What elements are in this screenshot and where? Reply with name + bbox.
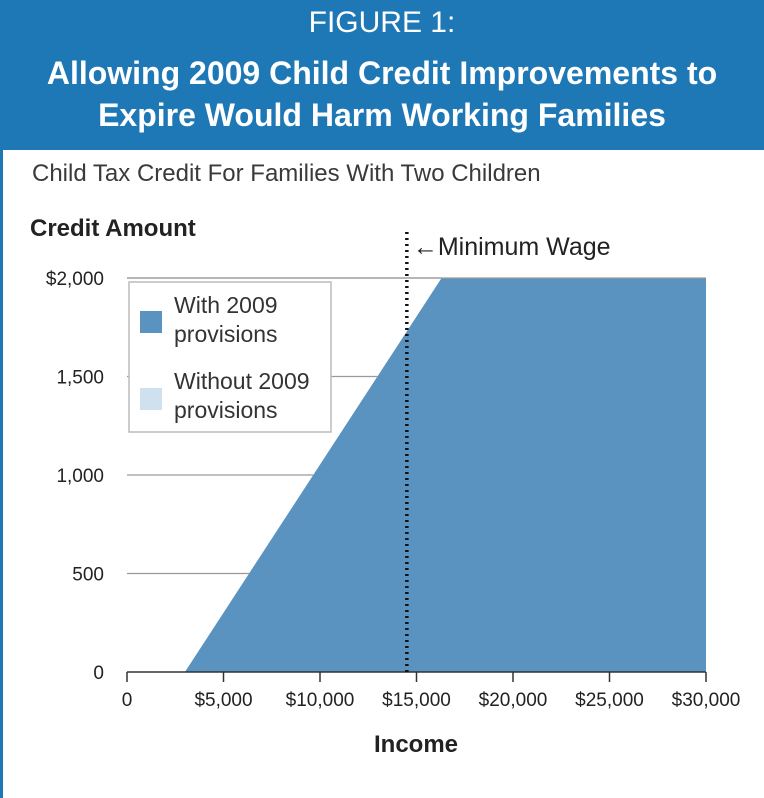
figure-title-line-1: Allowing 2009 Child Credit Improvements … [46, 55, 718, 91]
figure-title: Allowing 2009 Child Credit Improvements … [0, 52, 764, 136]
legend-label-without-2009-line-1: Without 2009 [174, 368, 310, 394]
legend-box [128, 281, 332, 433]
tick-labels: 0 $5,000 $10,000 $15,000 $20,000 $25,000 $30,0… [46, 269, 740, 711]
area-layer [127, 278, 706, 672]
area-with-2009 [127, 278, 706, 672]
y-tick-label-2: 1,000 [56, 466, 104, 487]
legend-swatch-with-2009 [140, 311, 162, 333]
x-tick-label-6: $30,000 [672, 690, 741, 711]
x-tick-label-5: $25,000 [575, 690, 644, 711]
x-axis-title: Income [374, 731, 458, 758]
y-tick-label-0: 0 [93, 663, 104, 684]
figure-title-line-2: Expire Would Harm Working Families [98, 97, 666, 133]
y-tick-label-3: 1,500 [56, 368, 104, 389]
x-tick-label-2: $10,000 [286, 690, 355, 711]
annotation-layer: ←Minimum Wage [405, 232, 611, 672]
y-tick-label-4: $2,000 [46, 269, 104, 290]
figure-label: FIGURE 1: [308, 6, 456, 39]
y-tick-label-1: 500 [72, 565, 104, 586]
y-axis-title: Credit Amount [30, 215, 196, 242]
x-tick-label-0: 0 [122, 690, 133, 711]
legend-label-with-2009-line-2: provisions [174, 321, 278, 347]
chart-title: Child Tax Credit For Families With Two C… [32, 160, 541, 187]
minimum-wage-label: ←Minimum Wage [413, 233, 611, 261]
figure-header: FIGURE 1: Allowing 2009 Child Credit Imp… [0, 0, 764, 150]
left-border [0, 150, 3, 798]
legend-label-without-2009-line-2: provisions [174, 397, 278, 423]
x-tick-label-4: $20,000 [479, 690, 548, 711]
x-tick-label-1: $5,000 [194, 690, 252, 711]
x-tick-label-3: $15,000 [382, 690, 451, 711]
legend-label-with-2009-line-1: With 2009 [174, 292, 278, 318]
legend-swatch-without-2009 [140, 388, 162, 410]
axes [126, 671, 707, 682]
legend: With 2009 provisions Without 2009 provis… [128, 281, 332, 433]
